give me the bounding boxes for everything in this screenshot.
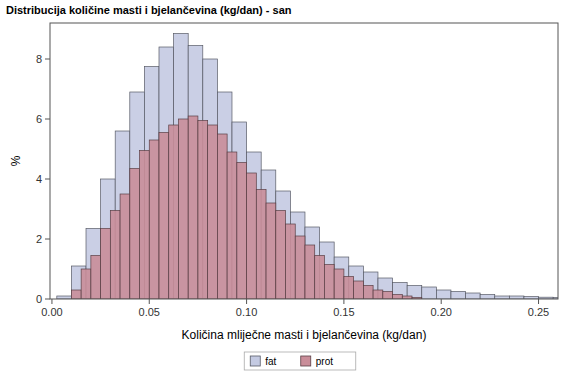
histogram-bar bbox=[178, 119, 188, 299]
x-tick-label: 0.10 bbox=[236, 306, 257, 318]
histogram-bar bbox=[286, 224, 296, 299]
histogram-bar bbox=[295, 236, 305, 299]
histogram-bar bbox=[315, 256, 325, 300]
histogram-bar bbox=[305, 245, 315, 299]
chart: Distribucija količine masti i bjelančevi… bbox=[0, 0, 567, 378]
histogram-bar bbox=[227, 152, 237, 299]
histogram-bar bbox=[140, 151, 150, 300]
histogram-bar bbox=[110, 211, 120, 300]
histogram-bar bbox=[101, 229, 111, 300]
x-tick bbox=[149, 299, 150, 304]
y-tick bbox=[45, 59, 50, 60]
histogram-bar bbox=[354, 281, 364, 299]
histogram-bar bbox=[198, 121, 208, 300]
histogram-bar bbox=[120, 194, 130, 299]
y-tick bbox=[45, 119, 50, 120]
histogram-bar bbox=[393, 295, 403, 300]
x-tick-label: 0.25 bbox=[528, 306, 549, 318]
x-tick-label: 0.00 bbox=[41, 306, 62, 318]
histogram-bar bbox=[373, 290, 383, 299]
y-tick bbox=[45, 299, 50, 300]
x-tick bbox=[538, 299, 539, 304]
y-tick bbox=[45, 239, 50, 240]
histogram-bar bbox=[188, 116, 198, 299]
y-tick-label: 6 bbox=[36, 113, 42, 125]
histogram-bar bbox=[334, 269, 344, 299]
x-tick bbox=[343, 299, 344, 304]
y-tick bbox=[45, 179, 50, 180]
histogram-bar bbox=[208, 125, 218, 299]
histogram-bar bbox=[451, 292, 466, 300]
y-tick-label: 8 bbox=[36, 53, 42, 65]
histogram-bar bbox=[324, 265, 334, 300]
histogram-bar bbox=[71, 290, 81, 299]
y-tick-label: 4 bbox=[36, 173, 42, 185]
histogram-bar bbox=[91, 256, 101, 300]
plot-frame bbox=[50, 23, 558, 299]
histogram-bar bbox=[149, 140, 159, 299]
histogram-bar bbox=[169, 125, 179, 299]
x-tick bbox=[441, 299, 442, 304]
histogram-bar bbox=[276, 211, 286, 300]
histogram-bar bbox=[81, 269, 91, 299]
y-axis-label: % bbox=[9, 155, 23, 166]
histogram-bar bbox=[466, 293, 481, 299]
x-tick bbox=[51, 299, 52, 304]
y-tick-label: 2 bbox=[36, 233, 42, 245]
histogram-bar bbox=[247, 173, 257, 299]
x-tick bbox=[246, 299, 247, 304]
histogram-bar bbox=[344, 277, 354, 300]
x-axis-label: Količina mliječne masti i bjelančevina (… bbox=[182, 328, 427, 342]
histogram-bar bbox=[422, 287, 437, 299]
histogram-bar bbox=[237, 163, 247, 300]
legend-box bbox=[244, 352, 356, 370]
histogram-bar bbox=[436, 290, 451, 299]
x-tick-label: 0.15 bbox=[333, 306, 354, 318]
histogram-bar bbox=[159, 133, 169, 300]
histogram-bar bbox=[130, 169, 140, 300]
legend-swatch bbox=[250, 356, 260, 366]
legend-label: prot bbox=[316, 356, 333, 367]
title: Distribucija količine masti i bjelančevi… bbox=[6, 4, 292, 16]
histogram-bar bbox=[363, 286, 373, 300]
y-tick-label: 0 bbox=[36, 293, 42, 305]
legend-swatch bbox=[301, 356, 311, 366]
x-tick-label: 0.05 bbox=[139, 306, 160, 318]
histogram-bar bbox=[256, 190, 266, 300]
histogram-bar bbox=[383, 292, 393, 300]
legend-label: fat bbox=[265, 356, 276, 367]
x-tick-label: 0.20 bbox=[431, 306, 452, 318]
histogram-bar bbox=[217, 134, 227, 299]
histogram-bar bbox=[480, 295, 495, 300]
legend: fat prot bbox=[244, 352, 356, 370]
histogram-bar bbox=[266, 203, 276, 299]
bars bbox=[57, 34, 558, 300]
